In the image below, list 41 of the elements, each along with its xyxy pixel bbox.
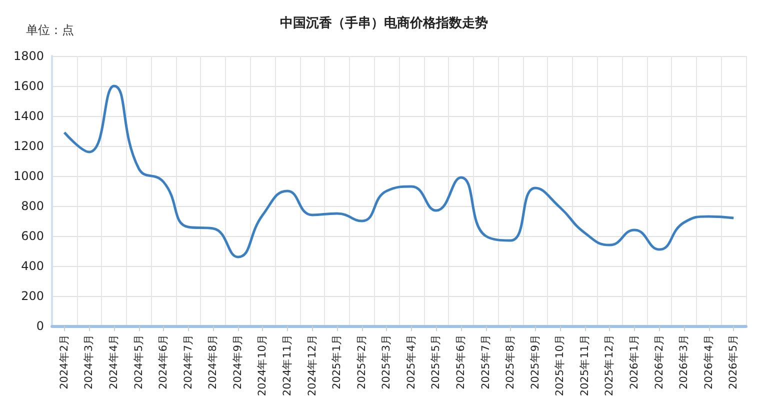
x-tick-label: 2026年4月 <box>702 334 715 390</box>
y-tick-label: 1200 <box>13 139 44 153</box>
x-tick-label: 2025年1月 <box>331 334 344 390</box>
x-tick-label: 2024年9月 <box>232 334 244 390</box>
y-tick-label: 0 <box>36 319 44 333</box>
x-tick-label: 2024年7月 <box>182 334 194 390</box>
y-tick-label: 1600 <box>13 79 44 93</box>
x-tick-label: 2025年3月 <box>380 334 393 390</box>
x-tick-label: 2024年3月 <box>83 334 96 390</box>
x-tick-label: 2025年2月 <box>356 334 368 390</box>
x-tick-label: 2024年6月 <box>158 334 170 390</box>
x-tick-label: 2025年4月 <box>405 334 418 390</box>
x-tick-label: 2026年1月 <box>628 334 640 390</box>
x-tick-label: 2026年3月 <box>678 334 690 390</box>
x-tick-label: 2025年11月 <box>578 334 591 396</box>
x-tick-label: 2024年10月 <box>256 334 269 396</box>
y-tick-label: 1000 <box>13 169 44 183</box>
x-tick-label: 2025年6月 <box>454 334 467 390</box>
line-series <box>63 84 735 258</box>
x-tick-label: 2025年8月 <box>504 334 517 390</box>
y-tick-label: 400 <box>21 259 44 273</box>
x-tick-label: 2025年9月 <box>529 334 542 390</box>
text: 单位：点 <box>26 23 74 37</box>
y-tick-label: 200 <box>21 289 44 303</box>
y-tick-label: 1800 <box>13 49 44 63</box>
y-tick-label: 600 <box>21 229 44 243</box>
x-tick-label: 2025年7月 <box>480 334 492 390</box>
x-tick-label: 2024年11月 <box>281 334 294 396</box>
x-tick-label: 2025年5月 <box>430 334 442 390</box>
x-tick-label: 2025年10月 <box>554 334 566 396</box>
x-tick-label: 2025年12月 <box>604 334 616 396</box>
x-tick-label: 2026年2月 <box>653 334 666 390</box>
y-tick-label: 1400 <box>13 109 44 123</box>
x-tick-label: 2024年8月 <box>207 334 220 390</box>
x-tick-label: 2026年5月 <box>728 334 740 390</box>
x-tick-label: 2024年2月 <box>58 334 70 390</box>
x-tick-label: 2024年5月 <box>132 334 145 390</box>
x-tick-label: 2024年4月 <box>108 334 120 390</box>
chart-title: 中国沉香（手串）电商价格指数走势 <box>280 15 488 31</box>
x-tick-label: 2024年12月 <box>306 334 318 396</box>
y-tick-label: 800 <box>21 199 44 213</box>
